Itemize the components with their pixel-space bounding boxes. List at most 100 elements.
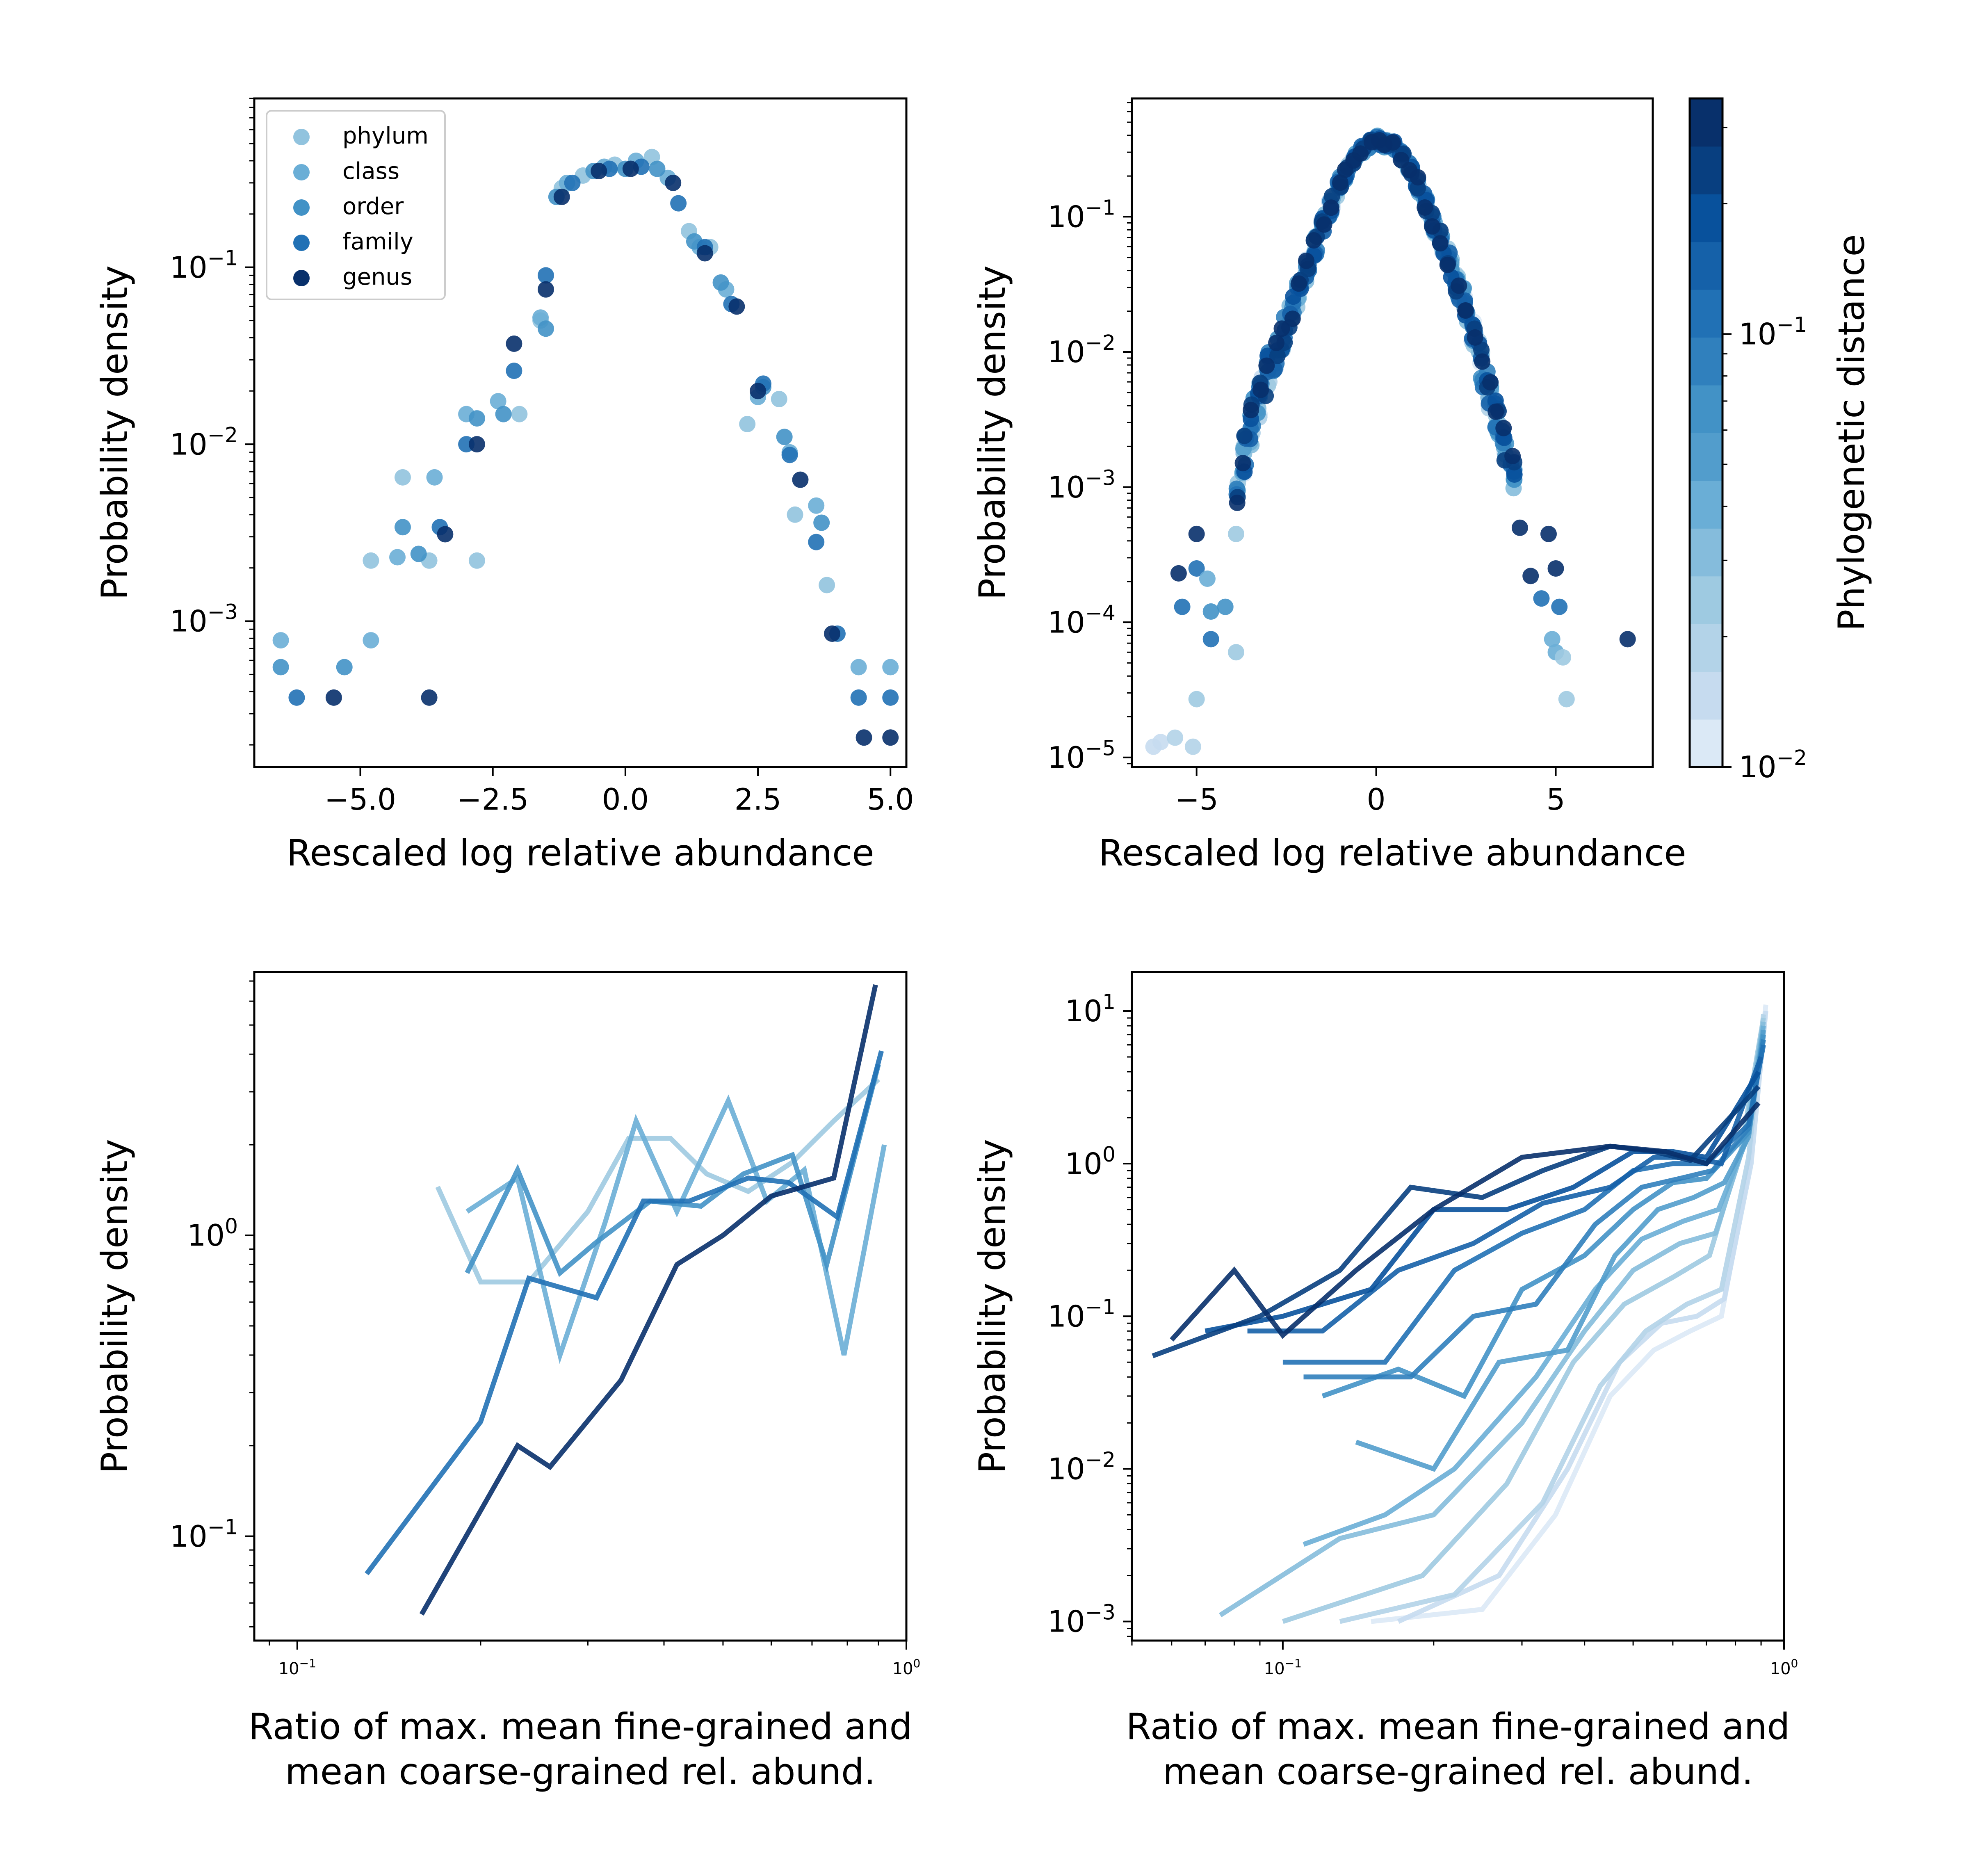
scatter-point: [1474, 353, 1491, 370]
y-axis-label: Probability density: [94, 265, 136, 600]
y-axis-label: Probability density: [971, 265, 1013, 600]
plot-frame: [253, 97, 908, 768]
legend-box: [266, 110, 446, 300]
scatter-point-outlier: [1511, 519, 1528, 536]
scatter-point-genus: [824, 625, 841, 642]
scatter-point-outlier: [1184, 738, 1201, 755]
colorbar-swatch: [1690, 337, 1722, 386]
x-axis-label: Rescaled log relative abundance: [286, 832, 874, 874]
scatter-point-outlier: [1533, 590, 1550, 607]
colorbar-tick-label: 10−1: [1739, 313, 1807, 351]
plot-frame: [1131, 97, 1654, 768]
x-axis-label: Ratio of max. mean fine-grained and: [1126, 1705, 1790, 1748]
scatter-point: [1352, 145, 1369, 162]
x-tick-label: −5.0: [324, 782, 396, 817]
series-line-10: [1247, 1056, 1764, 1334]
y-tick-label: 10−4: [1047, 601, 1116, 639]
scatter-point-phylum: [468, 552, 485, 569]
scatter-point: [1236, 427, 1253, 444]
series-line-2: [1339, 1014, 1766, 1624]
colorbar-frame: [1688, 97, 1724, 768]
legend-marker-order: [293, 199, 310, 216]
scatter-point-phylum: [363, 552, 379, 569]
scatter-point-outlier: [1188, 560, 1205, 577]
y-tick-label: 10−3: [1047, 1600, 1116, 1639]
scatter-point-outlier: [1199, 570, 1216, 587]
scatter-point-order: [272, 659, 289, 676]
scatter-point-family: [564, 174, 581, 191]
colorbar-swatch: [1690, 528, 1722, 577]
colorbar-swatch: [1690, 289, 1722, 338]
scatter-point-order: [776, 429, 793, 445]
y-tick-label: 10−1: [170, 246, 238, 285]
legend-label-genus: genus: [342, 264, 412, 290]
x-tick-label: 10−1: [278, 1657, 316, 1678]
scatter-point: [1410, 169, 1426, 186]
scatter-point-family: [506, 363, 522, 379]
scatter-point: [1268, 335, 1285, 351]
scatter-point-class: [272, 632, 289, 649]
series-line-0: [1371, 1004, 1768, 1624]
scatter-point-class: [389, 549, 406, 566]
scatter-point-genus: [728, 298, 745, 315]
series-line-8: [1303, 1039, 1766, 1380]
scatter-point-genus: [882, 729, 899, 746]
series-line-1: [465, 1094, 887, 1364]
y-tick-label: 100: [187, 1214, 238, 1253]
panel-top-right: 10−1 10−2 10−3 10−4 10−5 −5 0 5 Probability dens…: [971, 97, 1686, 874]
y-tick-label: 10−1: [1047, 1295, 1116, 1333]
scatter-point: [1229, 494, 1246, 511]
colorbar-tick-label: 10−2: [1739, 746, 1807, 784]
x-tick-label: 0.0: [602, 782, 649, 817]
series-line-13: [1170, 1101, 1761, 1342]
colorbar-swatch: [1690, 194, 1722, 242]
colorbar: 10−2 10−1 Phylogenetic distance: [1688, 97, 1873, 784]
scatter-point: [1305, 232, 1322, 249]
scatter-point-genus: [437, 526, 454, 543]
scatter-point-outlier: [1555, 649, 1572, 666]
x-tick-label: −5: [1175, 782, 1218, 817]
colorbar-swatch: [1690, 242, 1722, 290]
y-tick-label: 10−5: [1047, 736, 1116, 775]
scatter-point-genus: [792, 471, 809, 488]
scatter-point-outlier: [1202, 631, 1219, 648]
scatter-point-genus: [421, 689, 438, 706]
scatter-point-outlier: [1202, 603, 1219, 620]
scatter-point-class: [850, 659, 867, 676]
scatter-point-outlier: [1188, 525, 1205, 542]
scatter-point: [1385, 134, 1401, 151]
plot-frame: [1131, 971, 1785, 1642]
scatter-point: [1432, 235, 1449, 252]
scatter-point-outlier: [1558, 691, 1575, 707]
scatter-point: [1332, 174, 1348, 191]
x-tick-label: 100: [892, 1657, 921, 1678]
series-line-4: [419, 984, 878, 1616]
scatter-point-outlier: [1228, 525, 1244, 542]
scatter-point: [1269, 347, 1286, 364]
scatter-point: [1252, 381, 1269, 398]
scatter-point-outlier: [1547, 560, 1564, 577]
scatter-point-phylum: [819, 577, 835, 593]
x-axis-label: Ratio of max. mean fine-grained and: [249, 1705, 913, 1748]
colorbar-swatch: [1690, 671, 1722, 720]
scatter-point: [1417, 199, 1433, 216]
scatter-point-genus: [665, 174, 682, 191]
scatter-point-family: [781, 447, 798, 463]
scatter-point-phylum: [771, 390, 787, 407]
y-tick-label: 10−2: [170, 423, 238, 461]
scatter-point: [1323, 199, 1339, 216]
colorbar-swatch: [1690, 719, 1722, 767]
colorbar-swatch: [1690, 433, 1722, 481]
scatter-point-genus: [506, 335, 522, 352]
scatter-point-order: [712, 274, 729, 291]
scatter-point-class: [426, 469, 443, 486]
panel-bottom-right: 101 100 10−1 10−2 10−3 10−1 100 Probability den…: [971, 971, 1798, 1793]
y-tick-label: 10−2: [1047, 1447, 1116, 1486]
scatter-point-outlier: [1544, 631, 1560, 648]
x-tick-label: 0: [1367, 782, 1386, 817]
panel-bottom-left: 100 10−1 10−1 100 Probability density Ratio o…: [94, 971, 921, 1793]
colorbar-swatch: [1690, 623, 1722, 672]
scatter-point-class: [808, 497, 825, 514]
scatter-point-order: [394, 519, 411, 536]
